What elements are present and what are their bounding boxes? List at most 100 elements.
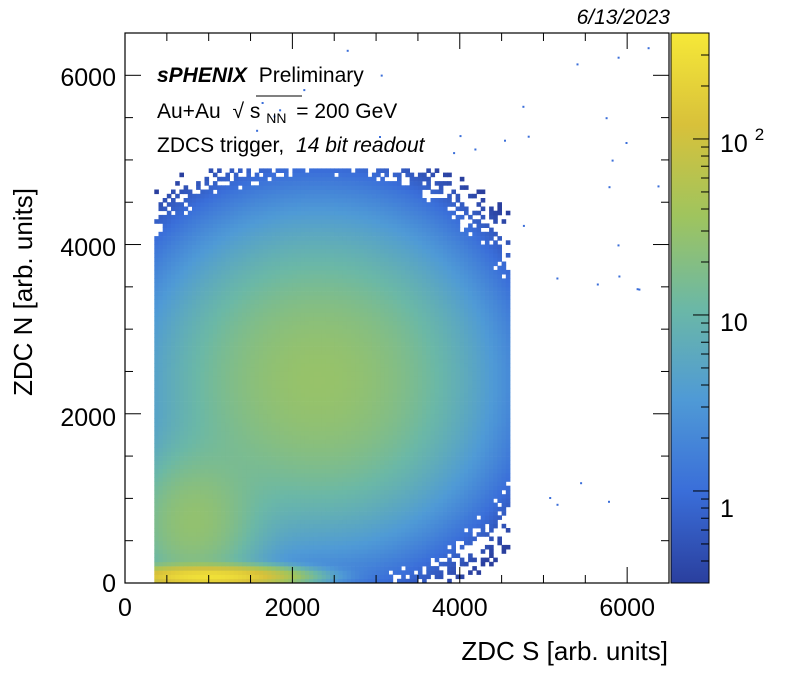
heatmap-cell <box>225 519 230 525</box>
heatmap-cell <box>233 561 239 567</box>
heatmap-cell <box>330 494 335 499</box>
heatmap-cell <box>351 451 356 457</box>
heatmap-cell <box>338 528 343 533</box>
heatmap-cell <box>166 299 172 305</box>
heatmap-cell <box>304 223 310 228</box>
heatmap-cell <box>355 451 360 457</box>
heatmap-cell <box>321 439 327 444</box>
heatmap-cell <box>171 214 176 220</box>
heatmap-cell <box>355 570 360 575</box>
heatmap-cell <box>355 299 360 305</box>
heatmap-cell <box>321 346 327 351</box>
heatmap-cell <box>162 231 168 237</box>
heatmap-cell <box>288 358 293 364</box>
heatmap-cell <box>158 511 164 516</box>
heatmap-cell <box>250 358 256 364</box>
heatmap-cell <box>309 316 314 322</box>
heatmap-cell <box>162 350 168 355</box>
heatmap-cell <box>359 456 364 461</box>
heatmap-cell <box>254 502 260 508</box>
heatmap-cell <box>334 214 339 220</box>
heatmap-cell <box>292 439 297 444</box>
heatmap-cell <box>221 392 226 398</box>
heatmap-cell <box>192 337 197 343</box>
heatmap-cell <box>246 460 251 465</box>
heatmap-cell <box>338 434 343 440</box>
heatmap-cell <box>325 379 331 385</box>
heatmap-cell <box>221 244 226 250</box>
heatmap-cell <box>175 210 180 216</box>
heatmap-cell <box>158 447 164 453</box>
heatmap-cell <box>334 502 339 508</box>
heatmap-cell <box>363 464 369 470</box>
heatmap-cell <box>242 329 247 334</box>
heatmap-cell <box>254 337 260 343</box>
heatmap-cell <box>271 358 277 364</box>
heatmap-cell <box>250 561 256 567</box>
heatmap-cell <box>233 574 239 580</box>
heatmap-cell <box>254 316 260 322</box>
heatmap-cell <box>175 324 180 330</box>
heatmap-cell <box>229 485 235 491</box>
heatmap-cell <box>267 494 272 499</box>
heatmap-cell <box>204 291 210 296</box>
heatmap-cell <box>321 291 327 296</box>
heatmap-cell <box>158 371 164 377</box>
heatmap-cell <box>359 447 364 453</box>
heatmap-cell <box>171 206 176 212</box>
heatmap-cell <box>246 350 251 355</box>
heatmap-cell <box>158 494 164 499</box>
heatmap-cell <box>258 257 264 262</box>
heatmap-cell <box>192 231 197 237</box>
heatmap-cell <box>351 528 356 533</box>
heatmap-cell <box>263 481 268 487</box>
heatmap-cell <box>371 464 377 470</box>
heatmap-cell <box>309 536 314 542</box>
heatmap-cell <box>250 502 256 508</box>
heatmap-cell <box>258 481 264 487</box>
heatmap-cell <box>292 464 297 470</box>
heatmap-cell <box>342 333 348 338</box>
heatmap-cell <box>171 460 176 465</box>
heatmap-cell <box>208 464 214 470</box>
heatmap-cell <box>204 553 210 558</box>
heatmap-cell <box>321 384 327 389</box>
heatmap-cell <box>166 557 172 563</box>
heatmap-cell <box>221 401 226 406</box>
heatmap-cell <box>284 193 289 199</box>
heatmap-cell <box>204 439 210 444</box>
heatmap-cell <box>363 409 369 415</box>
heatmap-cell <box>225 473 230 478</box>
heatmap-cell <box>367 426 373 432</box>
heatmap-cell <box>351 312 356 317</box>
heatmap-cell <box>363 418 369 423</box>
heatmap-cell <box>309 553 314 558</box>
heatmap-cell <box>225 379 230 385</box>
heatmap-cell <box>279 358 285 364</box>
heatmap-cell <box>321 231 327 237</box>
heatmap-cell <box>225 468 230 474</box>
heatmap-cell <box>275 185 281 190</box>
heatmap-cell <box>325 451 331 457</box>
heatmap-cell <box>346 350 352 355</box>
heatmap-cell <box>217 536 222 542</box>
heatmap-cell <box>258 261 264 267</box>
heatmap-cell <box>304 574 310 580</box>
heatmap-cell <box>313 392 318 398</box>
heatmap-cell <box>275 312 281 317</box>
heatmap-cell <box>300 312 306 317</box>
heatmap-cell <box>325 396 331 402</box>
heatmap-cell <box>242 244 247 250</box>
heatmap-cell <box>187 468 193 474</box>
heatmap-cell <box>292 384 297 389</box>
heatmap-cell <box>330 447 335 453</box>
heatmap-cell <box>171 248 176 254</box>
heatmap-cell <box>275 451 281 457</box>
heatmap-cell <box>204 506 210 512</box>
heatmap-cell <box>204 350 210 355</box>
heatmap-cell <box>304 413 310 419</box>
heatmap-cell <box>296 333 302 338</box>
heatmap-cell <box>200 540 205 546</box>
heatmap-cell <box>317 206 323 212</box>
heatmap-cell <box>321 544 327 550</box>
